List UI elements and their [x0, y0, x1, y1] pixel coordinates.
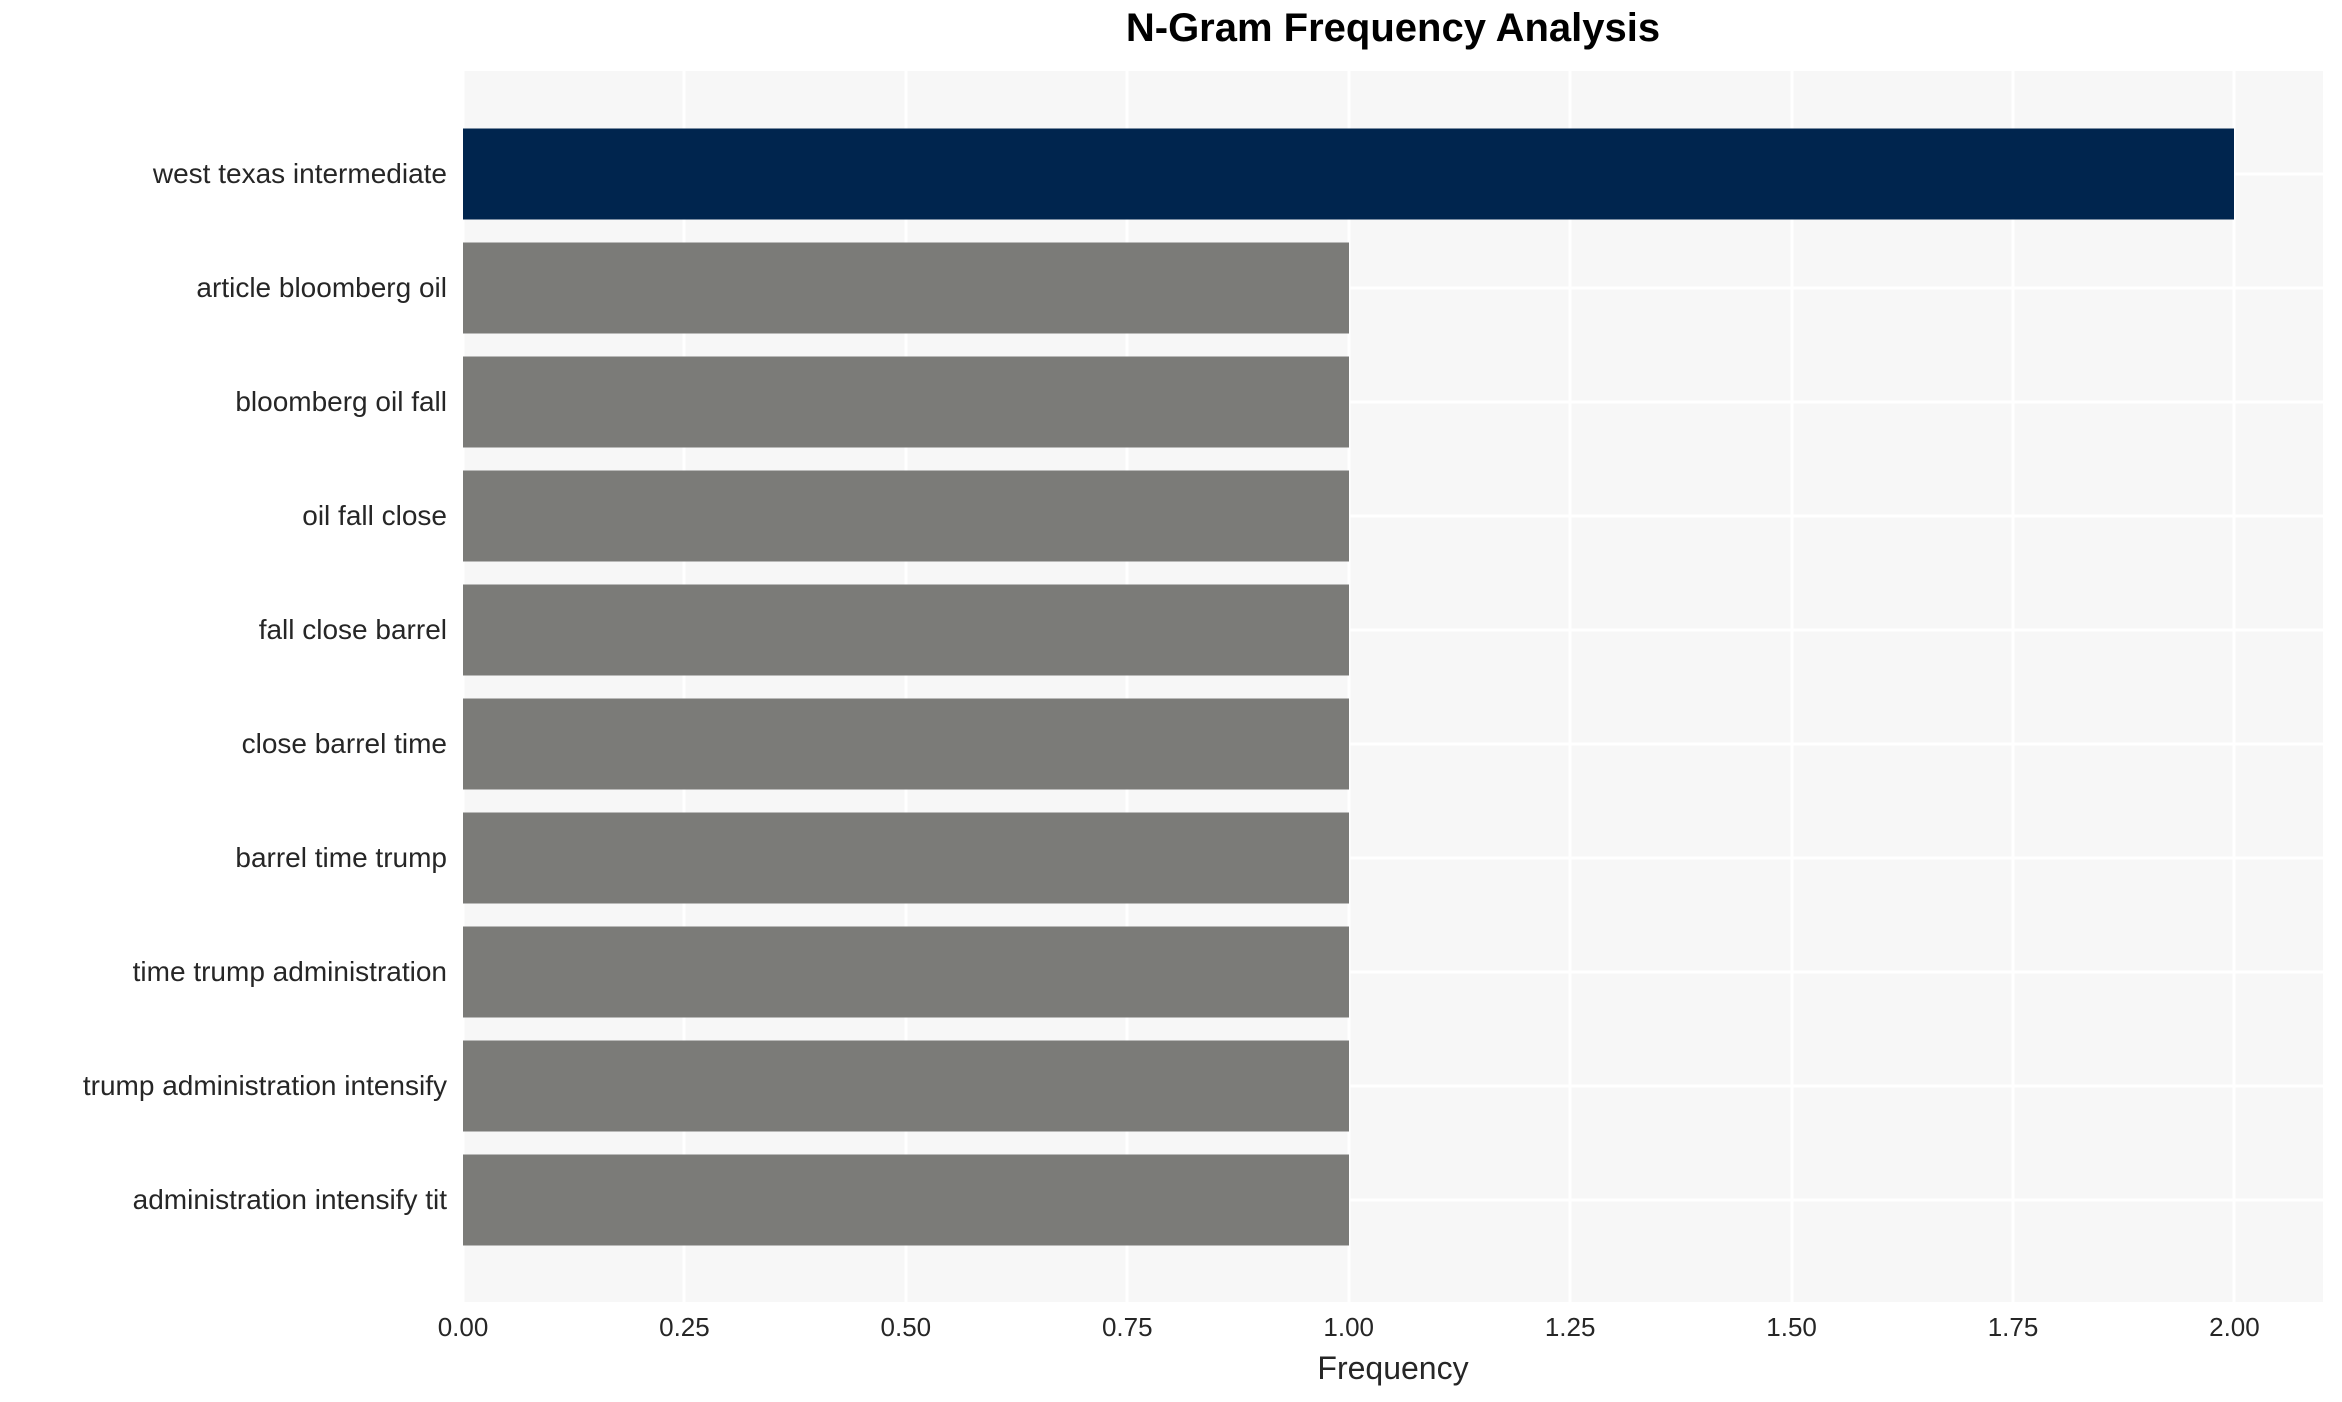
horizontal-gridline: [463, 1084, 2323, 1088]
x-tick-label: 2.00: [2209, 1312, 2260, 1342]
category-label: close barrel time: [241, 728, 447, 759]
frequency-bar: [463, 584, 1349, 676]
x-tick-label: 1.50: [1766, 1312, 1817, 1342]
vertical-gridline: [2232, 71, 2236, 1302]
horizontal-gridline: [463, 400, 2323, 404]
vertical-gridline: [2011, 71, 2015, 1302]
category-label: article bloomberg oil: [196, 272, 447, 303]
vertical-gridline: [1568, 71, 1572, 1302]
vertical-gridline: [682, 71, 686, 1302]
frequency-bar: [463, 356, 1349, 448]
frequency-bar: [463, 1154, 1349, 1246]
vertical-gridline: [1347, 71, 1351, 1302]
x-tick-label: 1.00: [1323, 1312, 1375, 1342]
vertical-gridline: [461, 71, 465, 1302]
horizontal-gridline: [463, 970, 2323, 974]
bar-row: west texas intermediate: [153, 117, 2323, 231]
category-label: barrel time trump: [235, 842, 447, 873]
bar-row: close barrel time: [242, 687, 2323, 801]
x-tick-label: 0.75: [1101, 1312, 1153, 1342]
category-label: fall close barrel: [258, 614, 447, 645]
horizontal-gridline: [463, 856, 2323, 860]
bar-row: time trump administration: [133, 915, 2323, 1029]
horizontal-gridline: [463, 514, 2323, 518]
frequency-bar: [463, 242, 1349, 334]
category-label: time trump administration: [132, 956, 447, 987]
vertical-gridline: [1125, 71, 1129, 1302]
bar-row: bloomberg oil fall: [235, 345, 2323, 459]
x-tick-label: 0.25: [659, 1312, 710, 1342]
bar-rows: west texas intermediate article bloomberg…: [83, 117, 2323, 1257]
frequency-bar: [463, 812, 1349, 904]
category-label: administration intensify tit: [132, 1184, 447, 1215]
frequency-bar: [463, 698, 1349, 790]
x-axis-label: Frequency: [1317, 1350, 1469, 1386]
plot-area: west texas intermediate article bloomberg…: [83, 71, 2323, 1302]
horizontal-gridline: [463, 1198, 2323, 1202]
vertical-gridline: [1790, 71, 1794, 1302]
bar-row: barrel time trump: [235, 801, 2323, 915]
frequency-bar: [463, 926, 1349, 1018]
category-label: west texas intermediate: [152, 158, 447, 189]
category-label: trump administration intensify: [82, 1070, 447, 1101]
frequency-bar: [463, 1040, 1349, 1132]
x-axis-ticks: 0.00 0.25 0.50 0.75 1.00 1.25 1.50 1.75 2.00: [438, 1312, 2323, 1346]
bar-row: article bloomberg oil: [196, 231, 2323, 345]
bar-row: trump administration intensify: [83, 1029, 2323, 1143]
horizontal-gridline: [463, 286, 2323, 290]
frequency-bar: [463, 128, 2235, 220]
category-label: bloomberg oil fall: [235, 386, 447, 417]
chart-title: N-Gram Frequency Analysis: [1125, 6, 1661, 50]
x-tick-label: 0.50: [880, 1312, 932, 1342]
bar-row: fall close barrel: [259, 573, 2323, 687]
x-tick-label: 1.25: [1544, 1312, 1596, 1342]
x-tick-label: 1.75: [1987, 1312, 2039, 1342]
horizontal-gridline: [463, 628, 2323, 632]
x-tick-label: 0.00: [437, 1312, 489, 1342]
vertical-gridline: [904, 71, 908, 1302]
bar-row: oil fall close: [302, 459, 2323, 573]
frequency-bar: [463, 470, 1349, 562]
category-label: oil fall close: [302, 500, 447, 531]
bar-row: administration intensify tit: [133, 1143, 2323, 1257]
horizontal-gridline: [463, 742, 2323, 746]
